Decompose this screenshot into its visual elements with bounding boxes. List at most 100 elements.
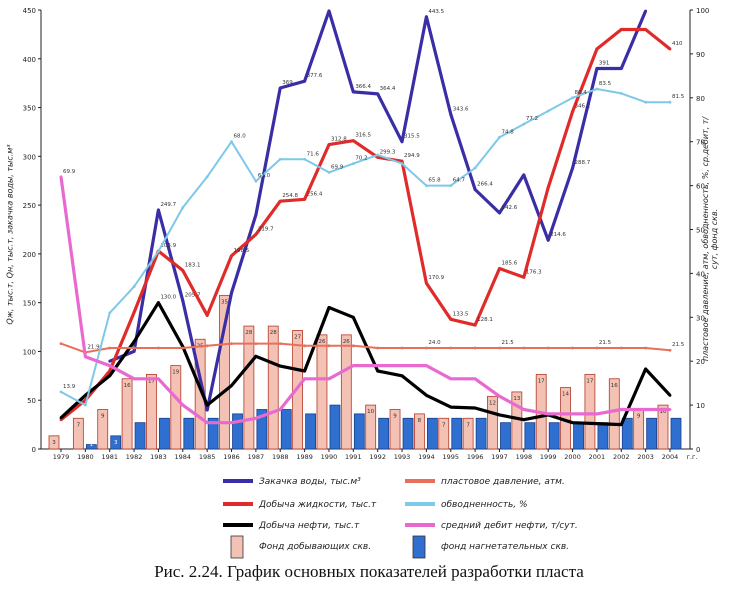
- series-point: [400, 159, 404, 163]
- bar-producing: [657, 404, 669, 450]
- series-value-label: 183.1: [185, 262, 201, 268]
- left-tick-label: 350: [23, 105, 36, 113]
- bar-producing: [267, 325, 279, 450]
- bar-producing: [121, 378, 133, 450]
- right-tick-label: 20: [696, 358, 705, 366]
- bar-value-label: 9: [393, 413, 397, 419]
- series-value-label: 266.4: [477, 182, 493, 188]
- bar-producing: [608, 378, 620, 450]
- bar-injection: [475, 417, 487, 450]
- series-value-label: 254.8: [282, 193, 298, 199]
- series-value-label: 205.7: [185, 293, 201, 299]
- x-tick-label: 2003: [637, 453, 654, 461]
- series-point: [303, 344, 306, 348]
- bar-value-label: 1: [90, 442, 94, 448]
- series-point: [327, 143, 331, 147]
- series-point: [571, 346, 574, 350]
- x-tick-label: 2002: [613, 453, 630, 461]
- series-point: [230, 140, 233, 144]
- series-point: [83, 393, 87, 397]
- series-line: [59, 176, 670, 425]
- series-point: [571, 421, 574, 425]
- series-point: [278, 199, 282, 203]
- left-axis-label: Qж, тыс.т, Qн, тыс.т, закачка воды, тыс.…: [5, 144, 15, 325]
- series-value-label: 83.5: [599, 81, 612, 87]
- series-point: [619, 423, 623, 427]
- series-point: [181, 206, 185, 209]
- series-value-label: 391: [599, 61, 610, 67]
- series-point: [449, 184, 453, 188]
- x-tick-label: 1997: [491, 453, 508, 461]
- x-tick-label: 1989: [296, 453, 313, 461]
- right-tick-label: 0: [696, 446, 700, 454]
- series-point: [108, 359, 112, 363]
- series-point: [278, 408, 282, 411]
- series-value-label: 312.8: [331, 137, 347, 143]
- series-value-label: 128.1: [477, 317, 493, 323]
- series-point: [303, 369, 306, 373]
- series-point: [327, 344, 331, 348]
- bar-injection: [402, 417, 414, 450]
- series-point: [230, 384, 233, 387]
- series-value-label: 61.0: [258, 173, 271, 179]
- series-point: [132, 311, 136, 314]
- bar-injection: [548, 422, 560, 450]
- bar-value-label: 17: [538, 378, 545, 384]
- series-point: [425, 281, 428, 285]
- bar-injection: [451, 417, 463, 450]
- x-tick-label: 1999: [540, 453, 557, 461]
- legend-label: пластовое давление, атм.: [441, 477, 565, 487]
- right-tick-label: 30: [696, 314, 705, 322]
- series-point: [327, 377, 331, 381]
- series-point: [473, 188, 477, 191]
- series-point: [278, 86, 282, 90]
- bar-producing: [170, 365, 182, 450]
- series-point: [546, 346, 550, 350]
- series-value-label: 21.5: [672, 342, 685, 348]
- x-tick-label: 1988: [272, 453, 289, 461]
- left-tick-label: 450: [23, 7, 36, 15]
- bar-injection: [329, 404, 341, 450]
- series-point: [376, 92, 380, 96]
- bar-value-label: 7: [77, 422, 81, 428]
- x-tick-label: 1987: [248, 453, 265, 461]
- series-point: [157, 250, 160, 253]
- series-value-label: 288.7: [575, 160, 591, 166]
- series-point: [522, 408, 526, 411]
- legend-label: средний дебит нефти, т/сут.: [441, 521, 578, 531]
- x-tick-label: 1980: [77, 453, 94, 461]
- series-point: [400, 374, 404, 378]
- bar-value-label: 8: [418, 418, 422, 424]
- series-point: [303, 157, 306, 161]
- bar-value-label: 26: [318, 339, 325, 345]
- series-point: [400, 162, 404, 166]
- series-point: [546, 109, 550, 113]
- series-point: [303, 197, 306, 201]
- series-point: [132, 346, 136, 350]
- series-point: [449, 405, 453, 409]
- series-point: [327, 171, 331, 174]
- series-point: [351, 162, 355, 166]
- series-point: [157, 346, 160, 350]
- bar-injection: [378, 417, 390, 450]
- bar-value-label: 35: [221, 299, 228, 305]
- right-tick-label: 70: [696, 139, 705, 147]
- x-tick-label: 1994: [418, 453, 435, 461]
- series-value-label: 364.4: [380, 86, 396, 92]
- legend-label: Добыча нефти, тыс.т: [258, 521, 360, 531]
- bar-injection: [232, 413, 243, 450]
- series-point: [59, 418, 63, 422]
- bar-injection: [159, 417, 170, 450]
- series-value-label: 21.5: [599, 340, 612, 346]
- series-point: [595, 346, 599, 350]
- right-tick-label: 50: [696, 227, 705, 235]
- series-point: [449, 317, 453, 321]
- series-value-label: 21.9: [87, 344, 100, 350]
- series-value-label: 249.7: [160, 202, 176, 208]
- series-point: [181, 403, 185, 407]
- left-tick-label: 0: [32, 446, 36, 454]
- left-tick-label: 300: [23, 153, 36, 161]
- bar-value-label: 27: [294, 334, 301, 340]
- series-value-label: 315.5: [404, 134, 420, 140]
